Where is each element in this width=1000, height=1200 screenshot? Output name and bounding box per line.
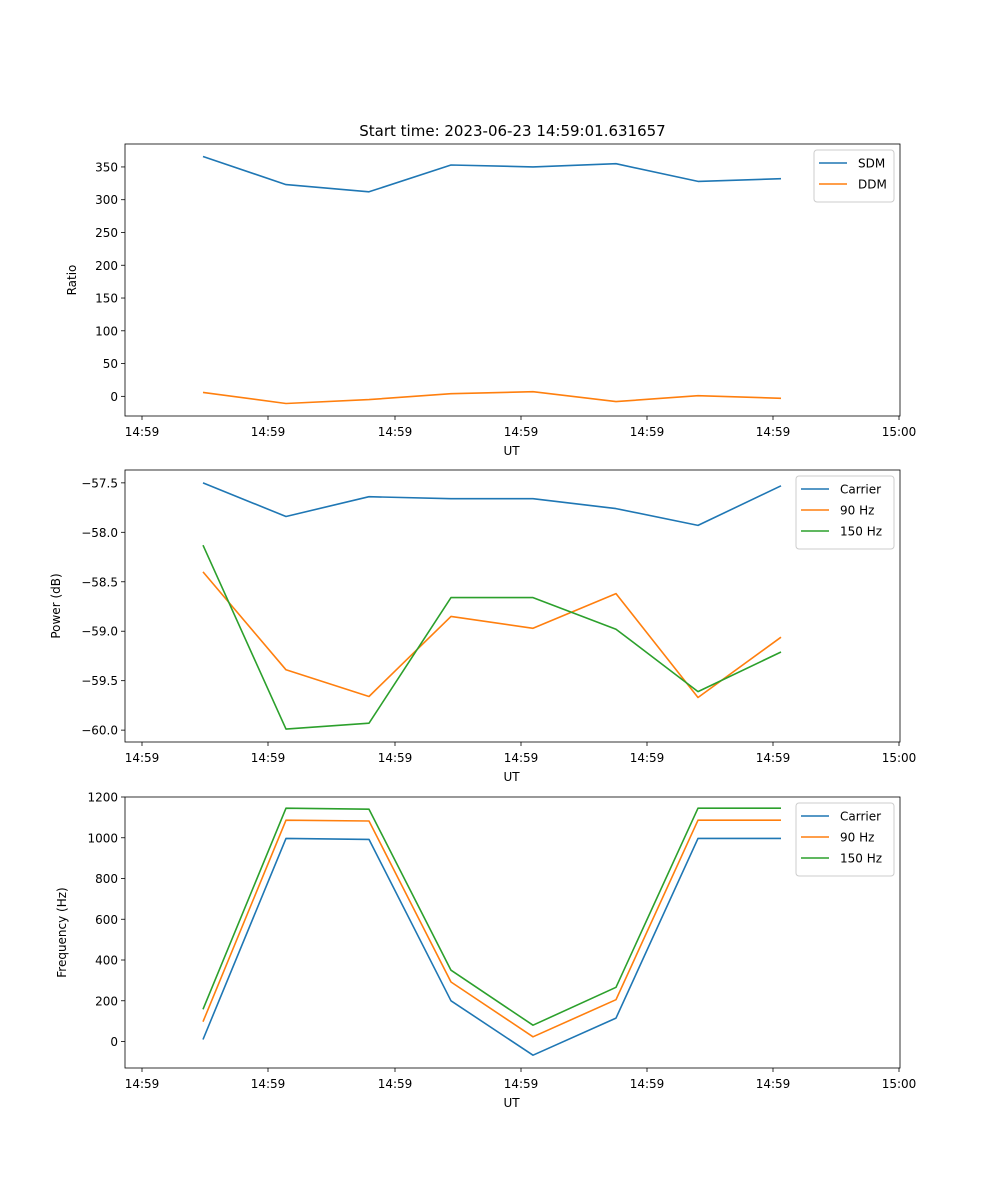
legend-label: Carrier bbox=[840, 810, 881, 824]
x-tick-label: 15:00 bbox=[882, 425, 917, 439]
legend-label: 150 Hz bbox=[840, 852, 882, 866]
legend-label: SDM bbox=[858, 157, 885, 171]
y-tick-label: −59.5 bbox=[81, 674, 118, 688]
x-tick-label: 14:59 bbox=[251, 751, 286, 765]
x-tick-label: 14:59 bbox=[756, 425, 791, 439]
y-tick-label: −58.0 bbox=[81, 526, 118, 540]
y-tick-label: 800 bbox=[95, 872, 118, 886]
y-tick-label: 150 bbox=[95, 292, 118, 306]
legend: SDM DDM bbox=[813, 149, 895, 203]
x-tick-label: 14:59 bbox=[125, 751, 160, 765]
y-tick-label: −58.5 bbox=[81, 575, 118, 589]
x-axis-label: UT bbox=[503, 444, 520, 458]
y-tick-label: 200 bbox=[95, 259, 118, 273]
x-tick-label: 14:59 bbox=[756, 751, 791, 765]
x-tick-label: 14:59 bbox=[630, 751, 665, 765]
x-tick-label: 15:00 bbox=[882, 1077, 917, 1091]
y-tick-label: −59.0 bbox=[81, 625, 118, 639]
y-axis-label: Power (dB) bbox=[49, 573, 63, 638]
y-tick-label: 100 bbox=[95, 324, 118, 338]
axes-frame bbox=[124, 796, 901, 1069]
legend-label: 90 Hz bbox=[840, 831, 874, 845]
axes-frame bbox=[124, 143, 901, 417]
series-line-90-hz bbox=[202, 819, 781, 1038]
series-line-150-hz bbox=[202, 544, 782, 730]
y-tick-label: 1200 bbox=[87, 791, 118, 805]
x-tick-label: 14:59 bbox=[630, 1077, 665, 1091]
x-tick-label: 14:59 bbox=[251, 1077, 286, 1091]
series-line-sdm bbox=[202, 155, 782, 193]
legend-label: 90 Hz bbox=[840, 504, 874, 518]
series-line-90-hz bbox=[202, 571, 782, 699]
y-tick-label: −57.5 bbox=[81, 476, 118, 490]
x-tick-label: 14:59 bbox=[378, 751, 413, 765]
x-tick-label: 14:59 bbox=[125, 1077, 160, 1091]
y-tick-label: 600 bbox=[95, 913, 118, 927]
x-tick-label: 14:59 bbox=[504, 425, 539, 439]
x-axis-label: UT bbox=[503, 770, 520, 784]
y-tick-label: 300 bbox=[95, 193, 118, 207]
y-tick-label: 1000 bbox=[87, 831, 118, 845]
series-line-150-hz bbox=[202, 807, 781, 1026]
series-line-carrier bbox=[202, 482, 782, 527]
y-tick-label: 0 bbox=[110, 390, 118, 404]
x-tick-label: 14:59 bbox=[504, 1077, 539, 1091]
chart-panel-2: 14:59 14:59 14:59 14:59 14:59 14:59 15:00 −60.0… bbox=[49, 469, 917, 784]
y-tick-label: 200 bbox=[95, 994, 118, 1008]
y-axis-label: Frequency (Hz) bbox=[55, 887, 69, 978]
series-line-ddm bbox=[202, 390, 782, 405]
chart-panel-3: 14:59 14:59 14:59 14:59 14:59 14:59 15:00 0 200 4… bbox=[55, 791, 916, 1111]
legend-label: DDM bbox=[858, 178, 887, 192]
x-tick-label: 14:59 bbox=[125, 425, 160, 439]
legend-label: 150 Hz bbox=[840, 525, 882, 539]
x-tick-label: 14:59 bbox=[378, 1077, 413, 1091]
series-line-carrier bbox=[202, 837, 781, 1056]
x-tick-label: 14:59 bbox=[504, 751, 539, 765]
x-tick-label: 15:00 bbox=[882, 751, 917, 765]
y-tick-label: −60.0 bbox=[81, 724, 118, 738]
x-tick-label: 14:59 bbox=[630, 425, 665, 439]
y-axis-label: Ratio bbox=[65, 265, 79, 296]
axes-frame bbox=[124, 469, 901, 743]
legend-label: Carrier bbox=[840, 483, 881, 497]
x-tick-label: 14:59 bbox=[251, 425, 286, 439]
y-tick-label: 50 bbox=[103, 357, 118, 371]
chart-panel-1: 14:59 14:59 14:59 14:59 14:59 14:59 15:00 0 50 10… bbox=[65, 122, 916, 458]
chart-title: Start time: 2023-06-23 14:59:01.631657 bbox=[359, 122, 665, 140]
x-tick-label: 14:59 bbox=[378, 425, 413, 439]
x-tick-label: 14:59 bbox=[756, 1077, 791, 1091]
y-tick-label: 0 bbox=[110, 1035, 118, 1049]
x-axis-label: UT bbox=[503, 1096, 520, 1110]
y-tick-label: 400 bbox=[95, 954, 118, 968]
legend: Carrier 90 Hz 150 Hz bbox=[795, 802, 895, 877]
legend: Carrier 90 Hz 150 Hz bbox=[795, 475, 895, 550]
y-tick-label: 350 bbox=[95, 160, 118, 174]
y-tick-label: 250 bbox=[95, 226, 118, 240]
